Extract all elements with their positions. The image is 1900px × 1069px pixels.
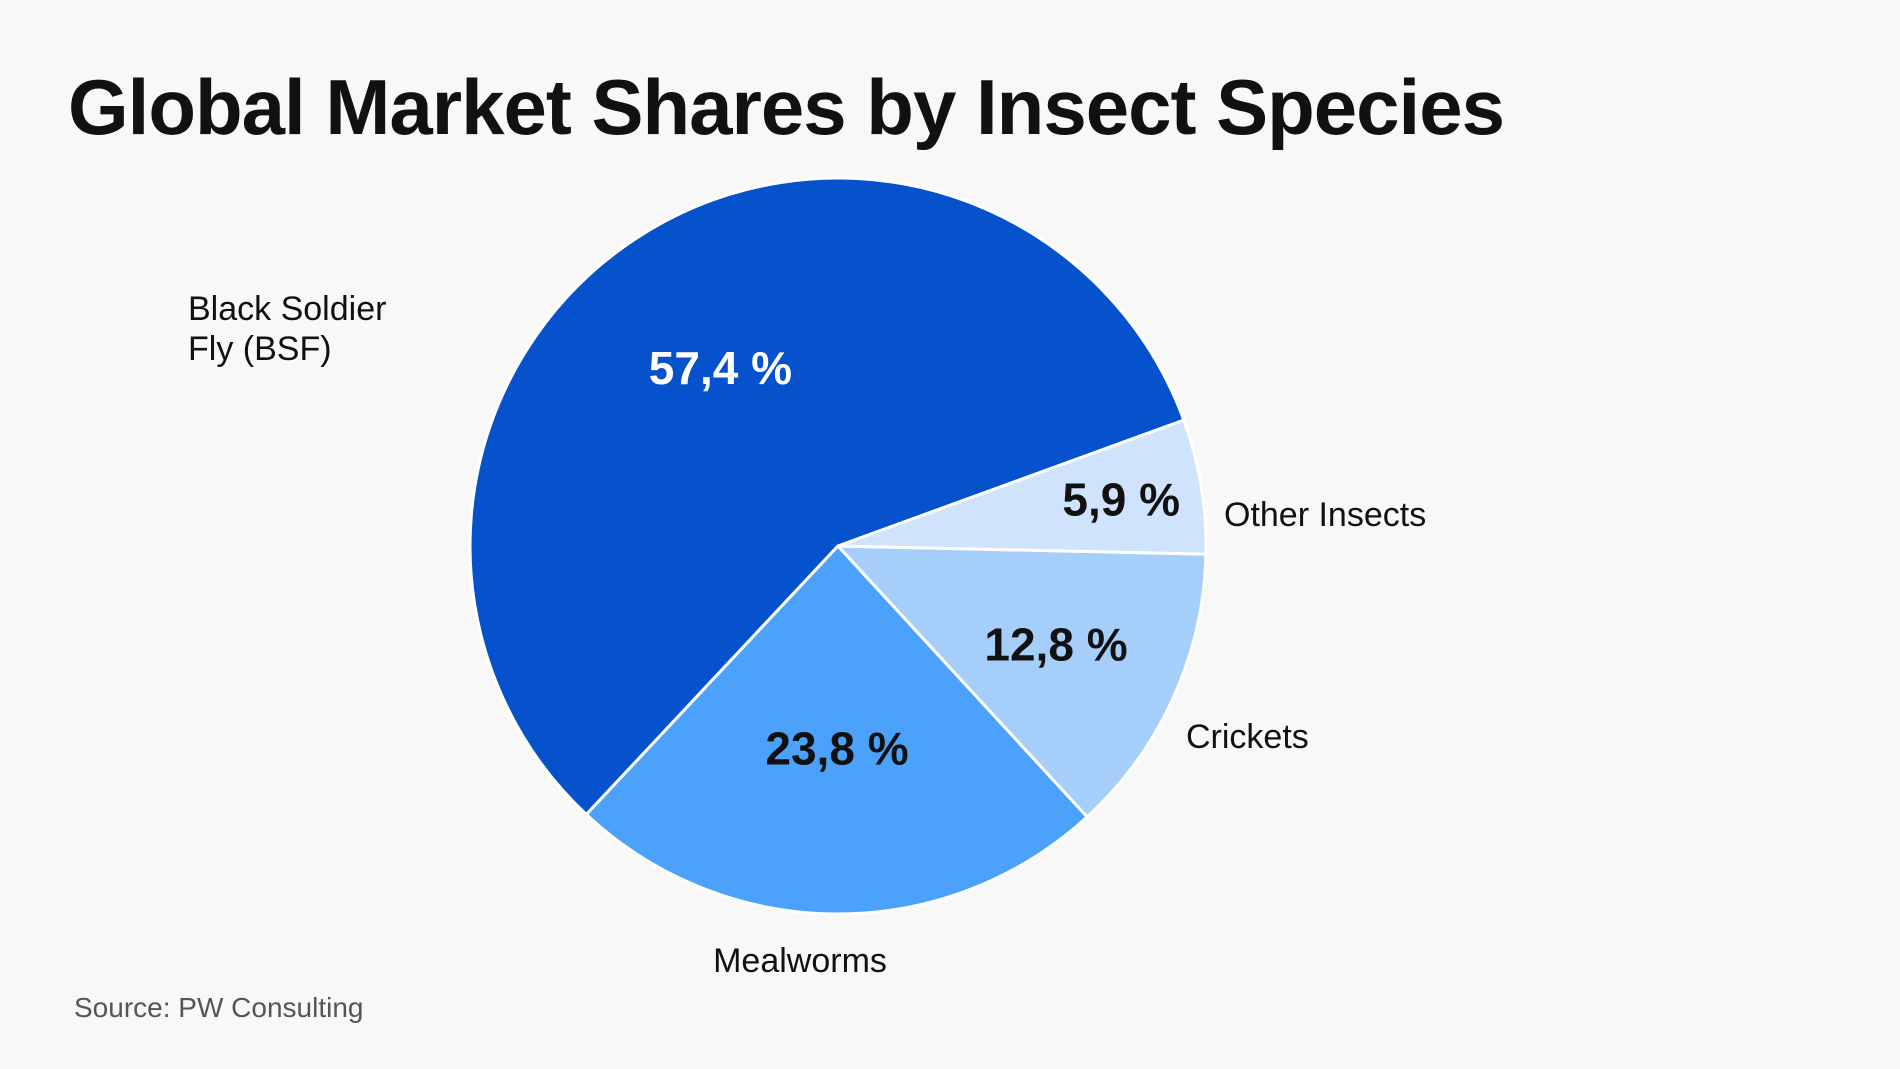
slice-black-soldier-fly [468, 176, 1186, 816]
name-label-crickets: Crickets [1186, 718, 1309, 756]
name-label-mealworms: Mealworms [713, 942, 887, 980]
slice-crickets [836, 544, 1208, 819]
name-label-black-soldier-fly: Black Soldier Fly (BSF) [188, 290, 386, 368]
value-label-other-insects: 5,9 % [1062, 473, 1180, 525]
name-label-line: Mealworms [713, 942, 887, 980]
value-label-mealworms: 23,8 % [765, 722, 908, 774]
name-label-line: Crickets [1186, 718, 1309, 756]
slice-mealworms [584, 544, 1089, 916]
chart-title: Global Market Shares by Insect Species [68, 63, 1505, 151]
name-label-line: Other Insects [1224, 496, 1426, 534]
name-label-other-insects: Other Insects [1224, 496, 1426, 534]
slice-other-insects [836, 418, 1208, 556]
chart-source: Source: PW Consulting [74, 992, 364, 1023]
value-label-black-soldier-fly: 57,4 % [649, 342, 792, 394]
value-label-crickets: 12,8 % [984, 619, 1127, 671]
name-label-line: Black Soldier [188, 290, 386, 328]
pie-slices [468, 176, 1208, 916]
pie-value-labels: 57,4 % 23,8 % 12,8 % 5,9 % [649, 342, 1180, 775]
name-label-line: Fly (BSF) [188, 330, 332, 368]
pie-name-labels: Black Soldier Fly (BSF) Mealworms Crickets O… [188, 290, 1426, 980]
